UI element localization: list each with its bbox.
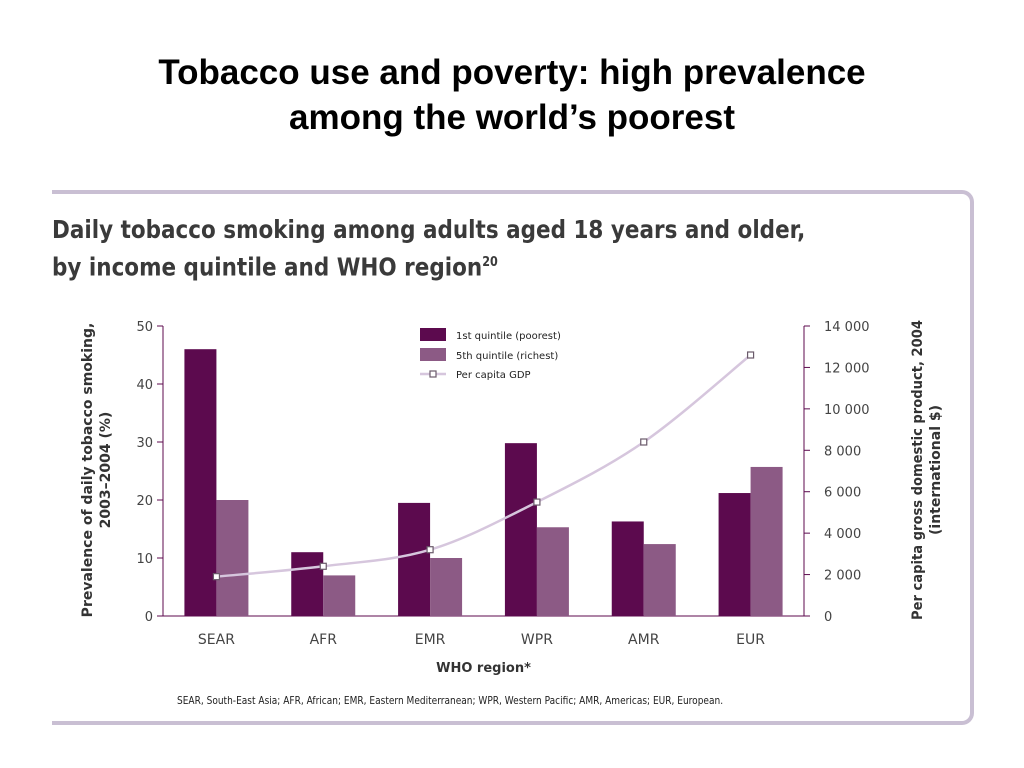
left-axis-tick-label: 0 bbox=[145, 610, 153, 625]
left-axis-title-line1: Prevalence of daily tobacco smoking, bbox=[80, 323, 96, 618]
figure-title-line2-text: by income quintile and WHO region bbox=[52, 252, 483, 282]
x-axis-tick-label: AFR bbox=[310, 632, 338, 648]
right-axis-tick-label: 12 000 bbox=[824, 361, 870, 376]
left-axis-tick-label: 50 bbox=[136, 320, 153, 335]
gdp-line bbox=[216, 354, 752, 578]
figure-title-line2: by income quintile and WHO region20 bbox=[52, 246, 805, 283]
x-axis-tick-label: AMR bbox=[628, 632, 660, 648]
legend-swatch-richest bbox=[420, 348, 446, 361]
gdp-point-afr bbox=[319, 562, 327, 570]
gdp-point-wpr bbox=[533, 498, 541, 506]
bar-poorest-amr bbox=[611, 521, 644, 616]
figure-footnote: SEAR, South-East Asia; AFR, African; EMR… bbox=[177, 694, 724, 707]
gdp-point-emr bbox=[426, 546, 434, 554]
left-axis-tick-label: 30 bbox=[136, 436, 153, 451]
legend-label-richest: 5th quintile (richest) bbox=[456, 351, 558, 362]
figure-title: Daily tobacco smoking among adults aged … bbox=[52, 213, 805, 283]
left-axis-title-line2: 2003–2004 (%) bbox=[98, 412, 114, 529]
gdp-point-eur bbox=[746, 351, 755, 359]
right-axis-tick-label: 14 000 bbox=[824, 320, 870, 335]
bar-richest-wpr bbox=[536, 527, 569, 616]
right-axis-tick-label: 0 bbox=[824, 610, 832, 625]
bar-richest-afr bbox=[323, 575, 356, 616]
bar-poorest-eur bbox=[718, 493, 751, 616]
figure-title-line1: Daily tobacco smoking among adults aged … bbox=[52, 215, 806, 244]
left-axis-tick-label: 40 bbox=[136, 378, 153, 393]
bar-richest-eur bbox=[750, 466, 783, 616]
bar-richest-sear bbox=[216, 500, 249, 616]
figure-frame bbox=[52, 190, 974, 725]
right-axis-tick-label: 8 000 bbox=[824, 444, 861, 459]
left-axis-tick-label: 20 bbox=[136, 494, 153, 509]
figure-title-reference: 20 bbox=[482, 255, 498, 270]
legend-swatch-gdp-marker bbox=[429, 370, 437, 378]
gdp-point-sear bbox=[212, 573, 221, 581]
legend-swatch-poorest bbox=[420, 328, 446, 341]
right-axis-title-line2: (international $) bbox=[928, 405, 944, 535]
slide-title: Tobacco use and poverty: high prevalence… bbox=[0, 50, 1024, 140]
right-axis-tick-label: 6 000 bbox=[824, 486, 861, 501]
x-axis-title: WHO region* bbox=[436, 661, 531, 676]
x-axis-tick-label: SEAR bbox=[198, 632, 235, 648]
bar-poorest-wpr bbox=[504, 443, 537, 616]
slide-title-line1: Tobacco use and poverty: high prevalence bbox=[158, 53, 866, 92]
x-axis-tick-label: EUR bbox=[736, 632, 765, 648]
legend-label-poorest: 1st quintile (poorest) bbox=[456, 331, 561, 342]
bar-richest-emr bbox=[430, 558, 463, 616]
left-axis-tick-label: 10 bbox=[136, 552, 153, 567]
gdp-point-amr bbox=[640, 438, 648, 446]
bar-poorest-emr bbox=[398, 502, 431, 616]
slide-title-line2: among the world’s poorest bbox=[289, 98, 735, 137]
right-axis-tick-label: 2 000 bbox=[824, 569, 861, 584]
x-axis-tick-label: WPR bbox=[521, 632, 553, 648]
right-axis-title-line1: Per capita gross domestic product, 2004 bbox=[910, 320, 926, 620]
bar-richest-amr bbox=[643, 544, 676, 616]
legend-label-gdp: Per capita GDP bbox=[456, 370, 531, 381]
x-axis-tick-label: EMR bbox=[415, 632, 446, 648]
bar-poorest-afr bbox=[291, 552, 324, 616]
right-axis-tick-label: 4 000 bbox=[824, 527, 861, 542]
bar-poorest-sear bbox=[184, 349, 217, 616]
right-axis-tick-label: 10 000 bbox=[824, 403, 870, 418]
